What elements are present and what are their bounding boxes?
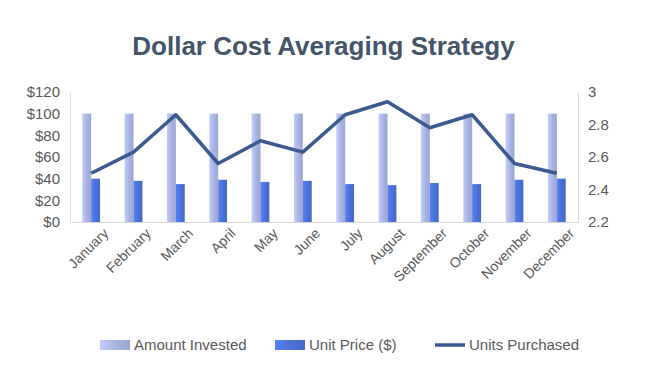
marks (82, 102, 565, 222)
x-axis-tick: February (103, 222, 154, 276)
y2-axis-tick: 2.6 (578, 148, 609, 165)
bar (388, 185, 397, 222)
y-axis-tick: $40 (35, 170, 70, 187)
y2-tick-label: 3 (588, 83, 596, 100)
bar (557, 179, 566, 222)
bar-series (91, 179, 566, 222)
y-axis-tick: $0 (43, 213, 70, 230)
y2-tick-label: 2.2 (588, 213, 609, 230)
x-tick-label: August (366, 225, 408, 267)
bar (548, 114, 557, 222)
x-axis-tick: May (251, 222, 281, 255)
y-tick-label: $60 (35, 148, 60, 165)
y-axis-tick: $100 (27, 105, 70, 122)
legend: Amount Invested Unit Price ($) Units Purch… (100, 336, 579, 353)
y2-tick-label: 2.6 (588, 148, 609, 165)
x-axis-tick: June (290, 222, 323, 258)
chart-title: Dollar Cost Averaging Strategy (132, 31, 515, 61)
x-tick-label: May (251, 225, 281, 255)
bar (125, 114, 134, 222)
bar (134, 181, 143, 222)
legend-label: Unit Price ($) (309, 336, 397, 353)
x-tick-label: April (207, 225, 238, 256)
x-axis-tick: December (520, 222, 577, 282)
bar (252, 114, 261, 222)
y2-tick-label: 2.4 (588, 181, 609, 198)
y-tick-label: $40 (35, 170, 60, 187)
bar (421, 114, 430, 222)
x-tick-label: February (103, 225, 154, 276)
legend-label: Units Purchased (469, 336, 579, 353)
legend-swatch (100, 340, 130, 350)
plot-area: $0$20$40$60$80$100$1202.22.42.62.83Janua… (27, 83, 609, 284)
bar (430, 183, 439, 222)
bar (167, 114, 176, 222)
x-axis-tick: April (207, 222, 238, 256)
y-tick-label: $0 (43, 213, 60, 230)
bar (506, 114, 515, 222)
y-axis-tick: $120 (27, 83, 70, 100)
y-axis-tick: $20 (35, 192, 70, 209)
x-axis-tick: September (390, 222, 450, 285)
chart: Dollar Cost Averaging Strategy $0 $20 $40 $6… (0, 0, 647, 380)
bar (345, 184, 354, 222)
y2-axis-tick: 3 (578, 83, 596, 100)
y2-axis-tick: 2.4 (578, 181, 609, 198)
bar (515, 180, 524, 222)
bar (336, 114, 345, 222)
y-tick-label: $80 (35, 127, 60, 144)
x-axis-tick: August (366, 222, 408, 267)
y-axis-tick: $80 (35, 127, 70, 144)
y-axis: $0 $20 $40 $60 $80 $100 $120 (27, 83, 71, 230)
x-axis: JanuaryFebruaryMarchAprilMayJuneJulyAugu… (65, 222, 579, 285)
x-tick-label: June (290, 225, 323, 258)
y-axis-tick: $60 (35, 148, 70, 165)
y2-tick-label: 2.8 (588, 116, 609, 133)
legend-item: Amount Invested (100, 336, 247, 353)
y-tick-label: $100 (27, 105, 60, 122)
bar (176, 184, 185, 222)
y-tick-label: $20 (35, 192, 60, 209)
y-axis-line (70, 93, 71, 223)
x-tick-label: July (337, 225, 366, 254)
y2-axis-line (578, 93, 579, 223)
x-axis-line (71, 222, 579, 223)
x-axis-tick: March (157, 222, 196, 264)
line (91, 102, 557, 174)
bar (218, 180, 227, 222)
bar (91, 179, 100, 222)
bar (82, 114, 91, 222)
legend-swatch (435, 343, 465, 347)
y-tick-label: $120 (27, 83, 60, 100)
bar (472, 184, 481, 222)
bar (294, 114, 303, 222)
legend-item: Units Purchased (435, 336, 579, 353)
x-tick-label: December (520, 225, 577, 282)
bar (463, 114, 472, 222)
x-tick-label: September (390, 225, 450, 285)
bar (379, 114, 388, 222)
legend-item: Unit Price ($) (275, 336, 397, 353)
bar (261, 182, 270, 222)
bar (303, 181, 312, 222)
legend-label: Amount Invested (134, 336, 247, 353)
x-axis-tick: July (337, 222, 366, 254)
legend-swatch (275, 340, 305, 350)
y2-axis: 2.2 2.4 2.6 2.8 3 (578, 83, 609, 230)
bar (209, 114, 218, 222)
x-tick-label: March (157, 225, 196, 264)
y2-axis-tick: 2.2 (578, 213, 609, 230)
y2-axis-tick: 2.8 (578, 116, 609, 133)
